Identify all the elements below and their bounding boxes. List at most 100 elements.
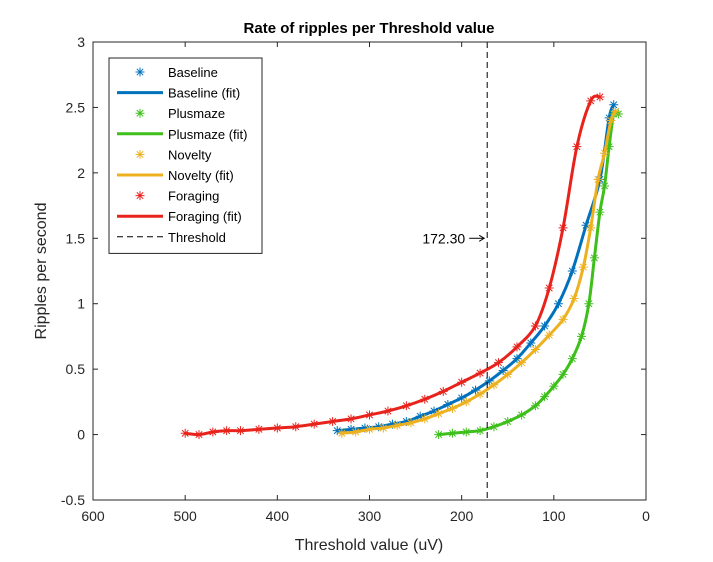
data-point [586, 223, 596, 233]
data-point [553, 299, 563, 309]
data-point [351, 427, 361, 437]
data-point [365, 424, 374, 434]
data-point [461, 427, 471, 437]
data-point [530, 321, 540, 331]
data-point [604, 142, 614, 152]
legend-label: Plusmaze (fit) [168, 127, 247, 142]
y-tick-label: 2 [77, 165, 85, 181]
data-point [388, 419, 398, 429]
data-point [595, 92, 605, 102]
data-point [309, 419, 319, 429]
data-point [420, 394, 430, 404]
data-point [401, 401, 411, 411]
data-point [475, 389, 485, 399]
legend-label: Foraging (fit) [168, 209, 242, 224]
data-point [332, 426, 342, 436]
data-point [470, 385, 480, 395]
series-novelty [337, 106, 621, 438]
data-point [584, 299, 594, 309]
data-point [365, 410, 374, 420]
data-point [235, 426, 245, 436]
data-point [611, 106, 621, 116]
data-point [558, 223, 568, 233]
x-tick-label: 200 [450, 508, 474, 524]
data-point [544, 330, 554, 340]
data-point [540, 392, 550, 402]
legend-item: Plusmaze [135, 106, 225, 121]
data-point [378, 423, 388, 433]
data-point [512, 354, 522, 364]
data-point [503, 416, 513, 426]
data-point [457, 393, 467, 403]
legend-label: Plusmaze [168, 106, 225, 121]
data-point [589, 253, 599, 263]
data-point [346, 414, 356, 424]
y-tick-label: 0.5 [66, 361, 86, 377]
data-point [447, 403, 457, 413]
data-point [489, 422, 499, 432]
y-axis-label: Ripples per second [33, 203, 50, 340]
legend-marker [135, 108, 145, 118]
legend-item: Foraging [135, 189, 219, 204]
data-point [443, 399, 453, 409]
legend-marker [135, 191, 145, 201]
legend-item: Baseline (fit) [117, 86, 240, 101]
legend-label: Novelty (fit) [168, 168, 234, 183]
data-point [208, 427, 218, 437]
data-point [517, 410, 527, 420]
data-point [457, 377, 467, 387]
axes-layer: 600 500 400 300 200 100 0 -0.5 0 0.5 1 1.5 2 2.5 3 [61, 34, 650, 524]
data-point [549, 381, 559, 391]
data-point [337, 428, 347, 438]
data-point [475, 426, 485, 436]
data-point [530, 345, 540, 355]
data-point [346, 424, 356, 434]
data-point [406, 418, 416, 428]
data-point [254, 424, 264, 434]
data-point [569, 293, 579, 303]
x-tick-label: 400 [266, 508, 290, 524]
legend: Baseline Baseline (fit) Plusmaze Plusmaze (… [108, 57, 263, 254]
legend-label: Baseline [168, 65, 218, 80]
data-point [572, 142, 582, 152]
legend-label: Foraging [168, 189, 219, 204]
y-tick-label: 1 [77, 296, 85, 312]
y-tick-label: 1.5 [66, 230, 86, 246]
data-point [401, 416, 411, 426]
data-point [194, 430, 204, 440]
data-point [360, 423, 370, 433]
data-point [540, 321, 550, 331]
legend-label: Novelty [168, 147, 212, 162]
data-point [593, 174, 603, 184]
data-point [530, 401, 540, 411]
data-point [438, 386, 448, 396]
series-layer: 172.30 [180, 42, 623, 500]
data-point [567, 354, 577, 364]
data-point [383, 406, 393, 416]
data-point [586, 96, 596, 106]
data-point [604, 113, 614, 123]
data-point [595, 207, 605, 217]
data-point [558, 314, 568, 324]
data-point [429, 406, 439, 416]
data-point [494, 358, 504, 368]
data-point [606, 116, 616, 126]
data-point [600, 148, 610, 158]
legend-label: Baseline (fit) [168, 86, 240, 101]
data-point [374, 422, 384, 432]
legend-box [108, 57, 263, 254]
y-tick-label: 0 [77, 427, 85, 443]
data-point [517, 358, 527, 368]
data-point [392, 420, 402, 430]
legend-marker [135, 67, 145, 77]
data-point [526, 338, 536, 348]
data-point [567, 266, 577, 276]
data-point [503, 369, 513, 379]
annotation-arrow-head [478, 234, 486, 242]
x-tick-label: 500 [173, 508, 197, 524]
data-point [222, 426, 232, 436]
x-tick-label: 300 [358, 508, 382, 524]
legend-label: Threshold [168, 230, 226, 245]
